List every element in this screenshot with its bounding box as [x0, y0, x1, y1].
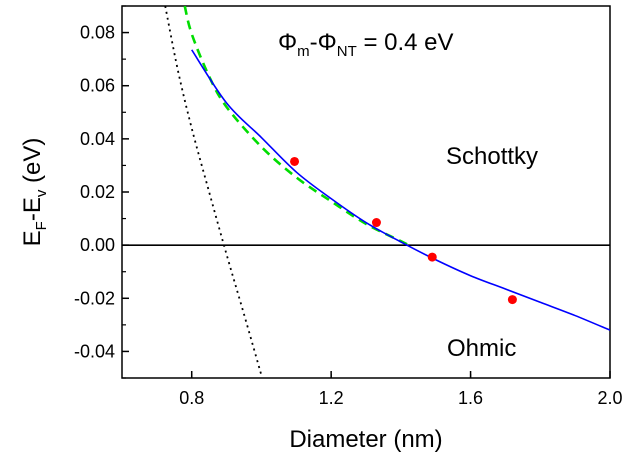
ohmic-label: Ohmic: [447, 335, 516, 362]
plot-frame: [121, 5, 611, 379]
data-point: [371, 218, 381, 228]
y-tick-label: 0.00: [80, 235, 115, 255]
x-tick-label: 1.6: [458, 388, 483, 408]
y-tick-label: 0.02: [80, 182, 115, 202]
x-axis-title: Diameter (nm): [289, 426, 442, 453]
x-tick-label: 0.8: [179, 388, 204, 408]
fit-curve-solid: [191, 49, 610, 331]
data-point: [290, 156, 300, 166]
x-tick-label: 2.0: [597, 388, 622, 408]
x-tick-label: 1.2: [319, 388, 344, 408]
fit-curve-dotted: [164, 6, 263, 376]
y-tick-label: -0.04: [74, 341, 115, 361]
y-tick-label: 0.08: [80, 23, 115, 43]
data-point: [427, 252, 437, 262]
y-tick-label: -0.02: [74, 288, 115, 308]
schottky-label: Schottky: [446, 143, 538, 170]
y-tick-label: 0.06: [80, 76, 115, 96]
y-tick-label: 0.04: [80, 129, 115, 149]
formula-annotation: Φm-ΦNT = 0.4 eV: [278, 29, 454, 60]
fit-curve-dashed: [183, 6, 409, 246]
data-point: [507, 295, 517, 305]
ticks-layer: 0.8 1.2 1.6 2.0 -0.04 -0.02 0.00 0.02 0.04 0.06 0.…: [74, 5, 623, 408]
y-axis-title: EF-Ev (eV): [19, 138, 50, 247]
series-layer: [122, 6, 610, 376]
